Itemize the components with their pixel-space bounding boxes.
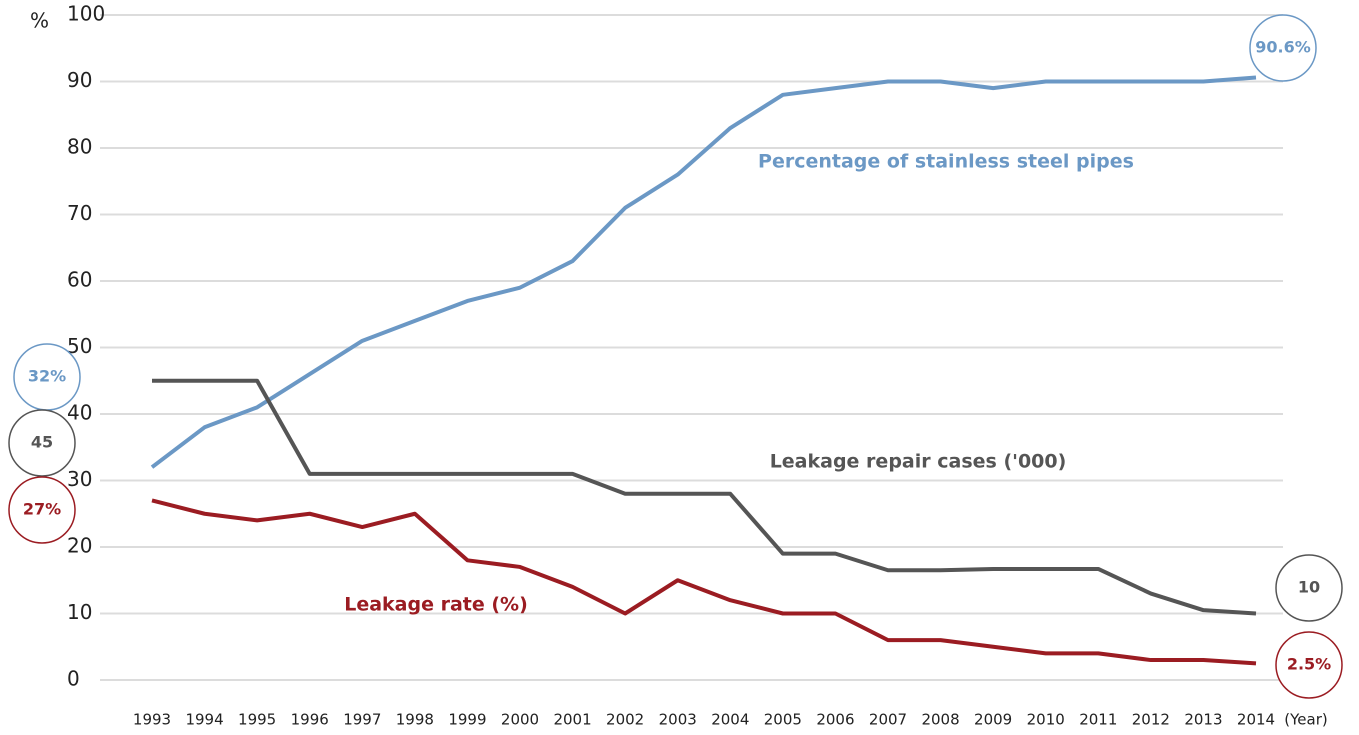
y-tick-label: 90 bbox=[67, 68, 92, 92]
x-tick-label: 1996 bbox=[291, 711, 329, 729]
y-tick-label: 0 bbox=[67, 667, 80, 691]
x-tick-label: 1993 bbox=[133, 711, 171, 729]
y-tick-label: 70 bbox=[67, 201, 92, 225]
y-tick-label: 60 bbox=[67, 268, 92, 292]
value-label: 2.5% bbox=[1287, 655, 1331, 674]
x-tick-label: 2012 bbox=[1132, 711, 1170, 729]
x-tick-label: 2010 bbox=[1027, 711, 1065, 729]
x-tick-label: 1999 bbox=[448, 711, 486, 729]
value-label: 10 bbox=[1298, 578, 1320, 597]
series-label: Leakage rate (%) bbox=[344, 594, 528, 616]
y-axis-label: % bbox=[30, 9, 49, 33]
value-badge bbox=[1249, 14, 1317, 82]
x-tick-label: 2007 bbox=[869, 711, 907, 729]
y-tick-label: 80 bbox=[67, 135, 92, 159]
value-badge bbox=[8, 476, 76, 544]
y-tick-label: 30 bbox=[67, 467, 92, 491]
x-tick-label: 2014 bbox=[1237, 711, 1275, 729]
y-tick-label: 100 bbox=[67, 2, 105, 26]
x-tick-label: 2000 bbox=[501, 711, 539, 729]
y-tick-label: 10 bbox=[67, 600, 92, 624]
x-tick-label: 2001 bbox=[553, 711, 591, 729]
x-tick-label: 2003 bbox=[659, 711, 697, 729]
x-tick-label: 1997 bbox=[343, 711, 381, 729]
series-line bbox=[150, 75, 1257, 469]
x-axis-label: (Year) bbox=[1284, 711, 1327, 729]
series-line bbox=[151, 498, 1257, 666]
x-tick-label: 2008 bbox=[921, 711, 959, 729]
y-tick-label: 40 bbox=[67, 401, 92, 425]
series-label: Percentage of stainless steel pipes bbox=[758, 151, 1134, 173]
x-tick-label: 1998 bbox=[396, 711, 434, 729]
value-badge bbox=[1275, 554, 1343, 622]
y-tick-label: 20 bbox=[67, 534, 92, 558]
value-label: 32% bbox=[28, 367, 66, 386]
series-label: Leakage repair cases ('000) bbox=[770, 451, 1067, 473]
x-tick-label: 2009 bbox=[974, 711, 1012, 729]
x-tick-label: 2004 bbox=[711, 711, 749, 729]
x-tick-label: 2005 bbox=[764, 711, 802, 729]
x-tick-label: 2011 bbox=[1079, 711, 1117, 729]
value-label: 45 bbox=[31, 433, 53, 452]
x-tick-label: 1995 bbox=[238, 711, 276, 729]
value-badge bbox=[8, 409, 76, 477]
value-badge bbox=[1275, 631, 1343, 699]
value-label: 27% bbox=[23, 500, 61, 519]
series-line bbox=[152, 378, 1257, 616]
x-tick-label: 2006 bbox=[816, 711, 854, 729]
value-label: 90.6% bbox=[1255, 38, 1311, 57]
x-tick-label: 2013 bbox=[1184, 711, 1222, 729]
x-tick-label: 2002 bbox=[606, 711, 644, 729]
x-tick-label: 1994 bbox=[185, 711, 223, 729]
